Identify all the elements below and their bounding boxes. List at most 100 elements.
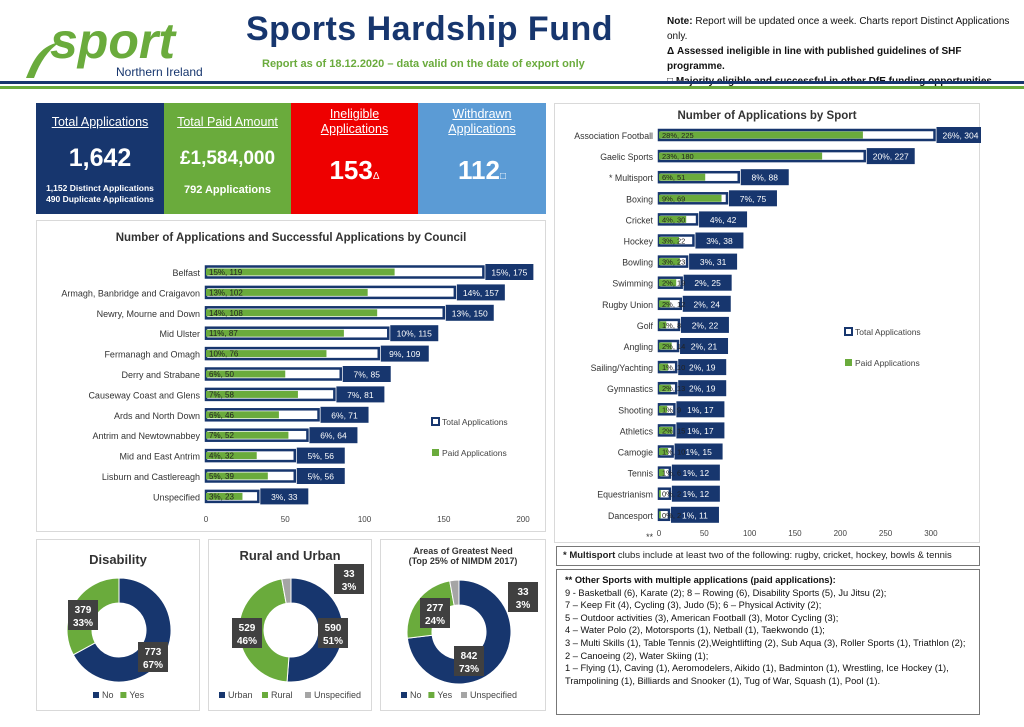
sport-ni-logo: sport Northern Ireland	[20, 6, 220, 84]
ineligible-value: 153	[329, 155, 373, 185]
legend-swatch	[219, 692, 225, 698]
slice-value: 590	[325, 623, 342, 634]
legend-label: No	[102, 690, 114, 700]
ineligible-label-2: Applications	[320, 122, 389, 136]
donut-slice	[449, 579, 460, 607]
paid-bar	[659, 194, 722, 202]
paid-data-label: 3%, 23	[209, 492, 234, 501]
paid-data-label: 1%, 9	[662, 405, 681, 414]
paid-data-label: 7%, 52	[209, 431, 234, 440]
paid-bar	[659, 258, 680, 266]
withdrawn-label-2: Applications	[448, 122, 516, 136]
category-label: Lisburn and Castlereagh	[102, 472, 200, 482]
legend-total-swatch	[431, 417, 440, 426]
slice-percent: 24%	[425, 616, 445, 627]
slice-label-box	[508, 582, 538, 612]
paid-data-label: 6%, 46	[209, 411, 234, 420]
total-label-box	[676, 422, 725, 439]
paid-bar	[206, 309, 378, 317]
paid-bar	[206, 411, 279, 419]
slice-value: 33	[343, 569, 355, 580]
other-line: 9 - Basketball (6), Karate (2); 8 – Rowi…	[565, 587, 887, 598]
distinct-count: 1,152 Distinct Applications	[46, 183, 154, 193]
total-label-box	[296, 468, 345, 484]
total-data-label: 3%, 38	[706, 236, 733, 246]
legend-label: Yes	[129, 690, 144, 700]
total-label-box	[695, 232, 744, 249]
slice-percent: 51%	[323, 636, 343, 647]
other-line: 5 – Outdoor activities (3), American Foo…	[565, 612, 839, 623]
other-line: 2 – Canoeing (2), Water Skiing (1);	[565, 650, 709, 661]
total-label: Total Applications	[51, 115, 149, 129]
total-data-label: 15%, 175	[491, 268, 527, 278]
category-label: Athletics	[620, 426, 654, 436]
paid-data-label: 10%, 76	[209, 350, 239, 359]
category-label: Swimming	[612, 279, 653, 289]
total-data-label: 5%, 56	[308, 472, 335, 482]
total-label-box	[728, 190, 777, 207]
paid-bar	[206, 288, 368, 296]
legend-paid-label: Paid Applications	[855, 358, 920, 368]
category-label: Newry, Mourne and Down	[97, 309, 200, 319]
total-label-box	[674, 443, 723, 460]
slice-label-box	[232, 618, 262, 648]
total-data-label: 2%, 22	[692, 320, 719, 330]
slice-percent: 3%	[342, 582, 357, 593]
logo-sub: Northern Ireland	[116, 65, 203, 79]
category-label: Bowling	[622, 258, 653, 268]
x-tick-label: 250	[879, 529, 893, 538]
paid-bar	[206, 492, 243, 500]
delta-note: Δ Assessed ineligible in line with publi…	[667, 46, 962, 72]
need-title: Areas of Greatest Need	[413, 546, 513, 556]
paid-data-label: 0%, 2	[662, 490, 681, 499]
slice-label-box	[318, 618, 348, 648]
paid-data-label: 5%, 39	[209, 472, 234, 481]
paid-bar	[659, 448, 669, 455]
total-label-box	[336, 386, 385, 403]
slice-percent: 73%	[459, 664, 479, 675]
slice-value: 33	[517, 587, 529, 598]
total-label-box	[680, 338, 729, 354]
paid-bar	[659, 279, 677, 287]
total-data-label: 14%, 157	[463, 288, 499, 298]
other-line: 1 – Flying (1), Caving (1), Aeromodelers…	[565, 663, 949, 686]
other-sports-footnote: ** Other Sports with multiple applicatio…	[556, 569, 980, 715]
category-label: Boxing	[626, 194, 653, 204]
category-label: Rugby Union	[602, 300, 653, 310]
paid-bar	[659, 363, 669, 371]
paid-data-label: 2%, 15	[662, 426, 685, 435]
slice-label-box	[454, 646, 484, 676]
paid-data-label: 1%, 10	[662, 448, 685, 457]
need-subtitle: (Top 25% of NIMDM 2017)	[408, 556, 518, 566]
total-label-box	[678, 380, 727, 397]
total-label-box	[670, 506, 719, 523]
category-label: Fermanagh and Omagh	[104, 350, 200, 360]
delta-mark: Δ	[372, 171, 380, 182]
multisport-label: * Multisport	[563, 550, 616, 561]
paid-value: £1,584,000	[179, 148, 276, 169]
total-data-label: 7%, 81	[347, 390, 374, 400]
paid-bar	[659, 405, 668, 413]
total-data-label: 6%, 71	[331, 410, 358, 420]
paid-data-label: 13%, 102	[209, 288, 243, 297]
x-tick-label: 200	[834, 529, 848, 538]
paid-data-label: 23%, 180	[662, 152, 694, 161]
total-data-label: 3%, 31	[700, 257, 727, 267]
category-label: Golf	[637, 321, 654, 331]
slice-percent: 3%	[516, 600, 531, 611]
paid-data-label: 2%, 13	[662, 384, 685, 393]
total-data-label: 1%, 12	[683, 468, 710, 478]
total-label-box	[671, 464, 720, 481]
page-title: Sports Hardship Fund	[246, 10, 613, 48]
paid-bar	[659, 342, 672, 350]
legend-total-label: Total Applications	[855, 327, 921, 337]
paid-bar	[206, 472, 268, 480]
slice-value: 842	[461, 651, 478, 662]
total-label-box	[671, 485, 720, 502]
paid-bar	[659, 152, 823, 160]
legend-swatch	[428, 692, 435, 698]
total-data-label: 8%, 88	[752, 173, 779, 183]
total-label-box	[309, 427, 358, 444]
paid-data-label: 1%, 10	[662, 363, 685, 372]
paid-bar	[659, 131, 863, 139]
